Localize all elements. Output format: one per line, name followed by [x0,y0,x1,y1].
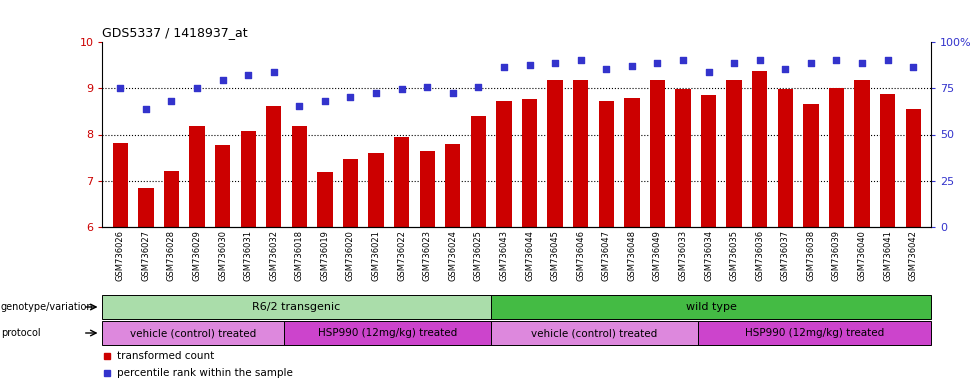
Text: GDS5337 / 1418937_at: GDS5337 / 1418937_at [102,26,248,40]
Point [701,69,717,75]
Point [189,85,205,91]
Bar [649,80,665,227]
Point [292,103,307,109]
Point [599,66,614,72]
Bar [496,101,512,227]
Point [445,90,460,96]
Text: vehicle (control) treated: vehicle (control) treated [130,328,256,338]
Text: R6/2 transgenic: R6/2 transgenic [253,302,340,312]
Point [803,60,819,66]
Bar [284,321,490,345]
Bar [573,80,588,227]
Point [726,60,742,66]
Point [547,60,563,66]
Bar [138,188,153,227]
Bar [778,89,793,227]
Bar [676,89,690,227]
Bar [522,99,537,227]
Bar [803,104,819,227]
Point [522,62,537,68]
Bar [701,95,717,227]
Bar [189,126,205,227]
Text: protocol: protocol [1,328,41,338]
Bar [343,159,358,227]
Bar [214,145,230,227]
Point [266,69,282,75]
Point [112,85,128,91]
Text: genotype/variation: genotype/variation [1,302,94,312]
Bar [490,321,698,345]
Bar [369,153,384,227]
Point [573,56,589,63]
Bar [752,71,767,227]
Point [369,90,384,96]
Point [496,65,512,71]
Bar [547,80,563,227]
Bar [241,131,255,227]
Point [241,72,256,78]
Bar [419,151,435,227]
Text: percentile rank within the sample: percentile rank within the sample [117,368,292,378]
Point [676,56,691,63]
Bar [102,321,284,345]
Bar [698,321,931,345]
Bar [317,172,332,227]
Point [394,86,410,92]
Text: HSP990 (12mg/kg) treated: HSP990 (12mg/kg) treated [318,328,457,338]
Text: wild type: wild type [685,302,736,312]
Point [471,84,487,90]
Bar [164,170,179,227]
Point [879,56,895,63]
Point [214,77,230,83]
Point [906,65,921,71]
Point [829,56,844,63]
Bar [829,88,844,227]
Point [752,56,767,63]
Point [164,98,179,104]
Bar [490,295,931,319]
Bar [726,80,742,227]
Point [342,93,358,99]
Point [419,84,435,90]
Text: vehicle (control) treated: vehicle (control) treated [531,328,657,338]
Point [649,60,665,66]
Bar [446,144,460,227]
Bar [854,80,870,227]
Text: transformed count: transformed count [117,351,214,361]
Bar [266,106,282,227]
Point [317,98,332,104]
Text: HSP990 (12mg/kg) treated: HSP990 (12mg/kg) treated [745,328,884,338]
Bar [880,94,895,227]
Bar [624,98,640,227]
Point [854,60,870,66]
Bar [292,126,307,227]
Point [777,66,793,72]
Point [138,106,154,112]
Point [624,63,640,69]
Bar [599,101,614,227]
Bar [394,137,410,227]
Bar [471,116,487,227]
Bar [906,109,921,227]
Bar [102,295,490,319]
Bar [112,143,128,227]
